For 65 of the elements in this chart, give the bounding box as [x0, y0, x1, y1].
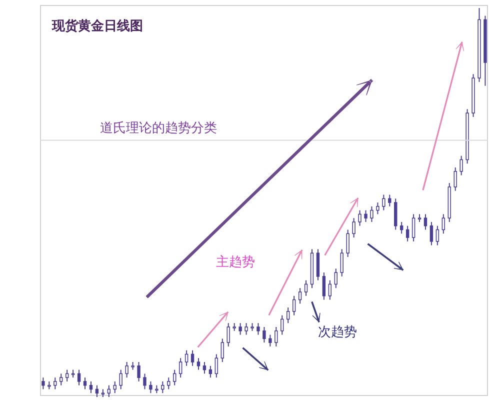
candlestick — [328, 280, 332, 300]
candlestick — [460, 155, 463, 176]
candlestick — [292, 295, 296, 316]
candlestick — [304, 280, 308, 296]
candlestick — [54, 377, 57, 390]
candlestick — [376, 202, 380, 215]
candlestick — [208, 365, 212, 378]
candlestick — [113, 380, 116, 394]
candlestick — [412, 214, 416, 242]
candlestick — [280, 314, 284, 336]
annotation: 次趋势 — [318, 325, 357, 340]
candlestick — [83, 377, 87, 390]
candlestick — [65, 369, 69, 382]
candlestick — [173, 369, 176, 386]
candlestick — [143, 373, 146, 390]
candlestick — [178, 358, 182, 378]
candlestick — [119, 369, 122, 390]
candlestick — [244, 322, 248, 336]
candlestick — [340, 248, 344, 277]
candlestick — [394, 198, 398, 230]
candlestick — [149, 380, 152, 394]
candlestick — [196, 358, 200, 370]
candlestick — [167, 377, 170, 390]
candlestick — [184, 350, 188, 366]
candlestick — [89, 380, 93, 394]
candlestick — [436, 225, 440, 246]
candlestick — [238, 322, 242, 336]
candlestick — [286, 307, 290, 324]
candlestick — [107, 384, 110, 397]
candlestick — [400, 221, 404, 234]
candlestick — [95, 384, 99, 397]
candlestick — [60, 373, 63, 386]
candlestick — [298, 288, 302, 304]
candlestick — [77, 369, 81, 386]
candlestick — [424, 214, 428, 230]
candlestick — [137, 361, 140, 382]
candlestick — [214, 354, 218, 378]
candlestick — [220, 338, 224, 362]
candlestick — [274, 326, 278, 347]
candlestick — [190, 350, 194, 366]
candlestick — [316, 248, 320, 281]
candlestick — [256, 322, 260, 336]
candlestick — [406, 225, 410, 242]
text: 现货黄金日线图 — [51, 18, 143, 34]
candlestick — [430, 221, 434, 246]
annotation: 主趋势 — [216, 254, 255, 270]
candlestick — [358, 210, 362, 226]
candlestick — [382, 194, 386, 211]
candlestick — [226, 322, 230, 347]
candlestick — [268, 334, 272, 347]
candlestick — [364, 210, 368, 222]
candlestick — [202, 361, 206, 374]
candlestick — [322, 272, 326, 300]
candlestick — [262, 326, 266, 344]
candlestick — [388, 194, 392, 207]
candlestick — [346, 229, 350, 258]
candlestick — [42, 377, 45, 390]
candlestick — [370, 206, 374, 222]
candlestick — [352, 218, 356, 238]
candlestick — [125, 361, 128, 378]
candlestick — [442, 214, 446, 234]
candlestick — [454, 166, 457, 192]
candlestick — [161, 380, 164, 394]
candlestick — [334, 268, 338, 289]
annotation: 道氏理论的趋势分类 — [100, 121, 217, 136]
